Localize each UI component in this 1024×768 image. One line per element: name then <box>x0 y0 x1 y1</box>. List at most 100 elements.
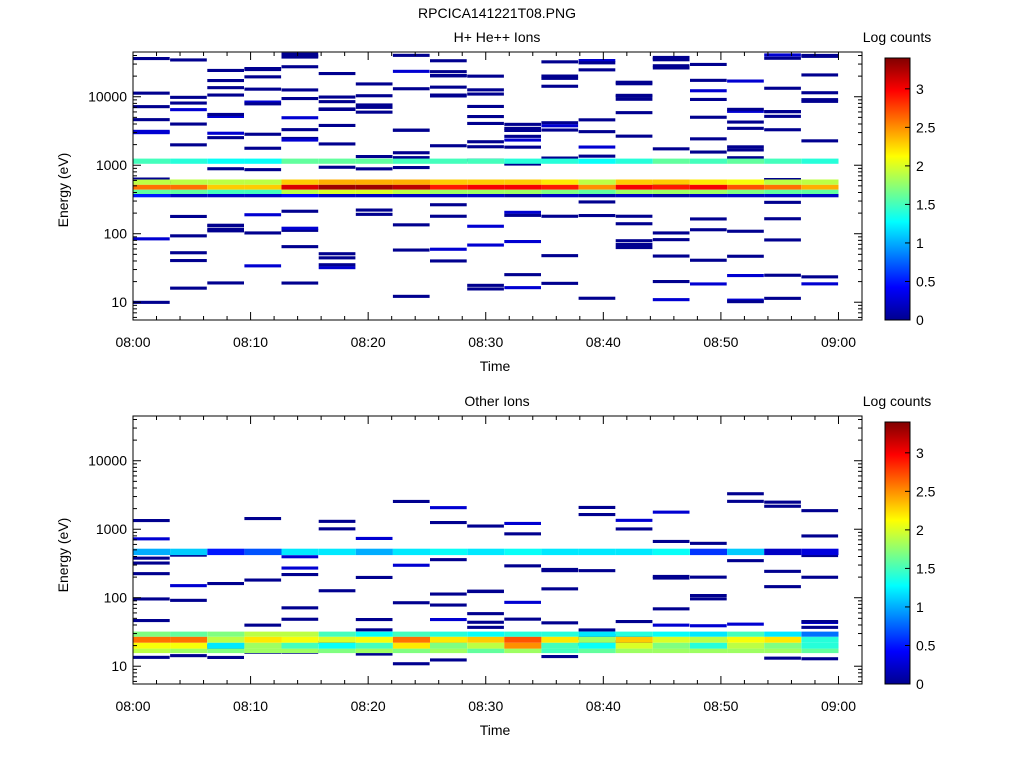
heatmap-cell <box>727 492 764 496</box>
heatmap-cell <box>318 72 356 76</box>
heatmap-cell <box>207 86 244 90</box>
heatmap-cell <box>615 222 653 226</box>
heatmap-cell <box>133 300 170 304</box>
heatmap-cell <box>355 103 393 107</box>
heatmap-cell <box>281 617 319 621</box>
heatmap-cell <box>690 594 727 598</box>
heatmap-cell <box>318 648 356 654</box>
heatmap-cell <box>318 194 356 198</box>
heatmap-cell <box>170 553 207 557</box>
heatmap-cell <box>615 239 653 243</box>
heatmap-cell <box>281 55 319 59</box>
heatmap-cell <box>430 179 468 185</box>
heatmap-cell <box>504 189 542 195</box>
heatmap-cell <box>133 655 170 659</box>
heatmap-cell <box>318 107 356 111</box>
heatmap-cell <box>652 548 690 556</box>
heatmap-cell <box>578 194 616 198</box>
heatmap-cell <box>392 179 430 185</box>
heatmap-cell <box>355 167 393 171</box>
heatmap-cell <box>430 184 468 190</box>
heatmap-cell <box>541 655 579 659</box>
heatmap-cell <box>801 194 839 198</box>
heatmap-cell <box>318 95 356 99</box>
heatmap-cell <box>727 254 764 258</box>
heatmap-cell <box>467 140 504 144</box>
heatmap-cell <box>392 166 430 170</box>
heatmap-cell <box>207 79 244 83</box>
heatmap-cell <box>467 620 504 624</box>
heatmap-cell <box>801 509 839 513</box>
x-tick-label: 08:30 <box>468 334 503 350</box>
heatmap-cell <box>392 642 430 649</box>
heatmap-cell <box>727 300 764 304</box>
colorbar-tick-label: 2.5 <box>916 119 936 135</box>
heatmap-cell <box>281 52 319 56</box>
heatmap-cell <box>281 245 319 249</box>
heatmap-cell <box>652 648 690 654</box>
heatmap-cell <box>355 536 393 540</box>
heatmap-cell <box>690 548 728 556</box>
heatmap-cell <box>170 108 207 112</box>
heatmap-cell <box>392 648 430 654</box>
heatmap-cell <box>615 636 653 643</box>
heatmap-cell <box>467 548 505 556</box>
heatmap-cell <box>207 631 245 637</box>
heatmap-cell <box>578 61 616 65</box>
heatmap-cell <box>355 631 393 637</box>
heatmap-cell <box>690 217 727 221</box>
heatmap-cell <box>355 652 393 656</box>
heatmap-cell <box>318 165 356 169</box>
heatmap-cell <box>318 158 356 164</box>
heatmap-cell <box>764 194 802 198</box>
heatmap-cell <box>764 179 802 185</box>
heatmap-cell <box>355 94 393 98</box>
heatmap-cell <box>207 93 244 97</box>
heatmap-cell <box>392 563 430 567</box>
heatmap-cell <box>170 158 208 164</box>
heatmap-cell <box>392 69 430 73</box>
heatmap-cell <box>615 94 653 98</box>
figure-title: RPCICA141221T08.PNG <box>418 5 576 21</box>
heatmap-cell <box>764 110 801 114</box>
heatmap-cell <box>170 259 207 263</box>
panel-other: Other Ions Log counts Energy (eV) Time 0… <box>55 393 936 738</box>
x-tick-label: 08:40 <box>586 698 621 714</box>
heatmap-cell <box>504 158 542 164</box>
heatmap-cell <box>764 656 801 660</box>
heatmap-cell <box>578 179 616 185</box>
heatmap-cell <box>504 138 541 142</box>
heatmap-cell <box>504 636 542 643</box>
heatmap-cell <box>541 648 579 654</box>
heatmap-cell <box>430 94 467 98</box>
heatmap-cell <box>652 510 690 514</box>
colorbar-tick-label: 0 <box>916 676 924 692</box>
heatmap-cell <box>355 105 393 109</box>
heatmap-cell <box>281 606 319 610</box>
panel-other-axes: 08:00 08:10 08:20 08:30 08:40 08:50 09:00 10 100… <box>88 416 862 714</box>
heatmap-cell <box>541 76 579 80</box>
heatmap-cell <box>392 223 430 227</box>
heatmap-cell <box>207 548 245 556</box>
heatmap-cell <box>281 228 319 232</box>
heatmap-cell <box>801 642 839 649</box>
heatmap-cell <box>207 131 244 135</box>
heatmap-cell <box>318 252 356 256</box>
heatmap-cell <box>727 548 765 556</box>
heatmap-cell <box>281 573 319 577</box>
heatmap-cell <box>727 107 764 111</box>
heatmap-cell <box>541 124 579 128</box>
heatmap-cell <box>801 631 839 637</box>
heatmap-cell <box>801 91 839 95</box>
heatmap-cell <box>578 68 616 72</box>
heatmap-cell <box>504 126 541 130</box>
heatmap-cell <box>504 162 541 166</box>
heatmap-cell <box>244 631 282 637</box>
heatmap-cell <box>281 116 319 120</box>
heatmap-cell <box>133 631 171 637</box>
heatmap-cell <box>467 631 505 637</box>
heatmap-cell <box>690 194 728 198</box>
heatmap-cell <box>578 648 616 654</box>
heatmap-cell <box>244 158 282 164</box>
heatmap-cell <box>318 527 356 531</box>
